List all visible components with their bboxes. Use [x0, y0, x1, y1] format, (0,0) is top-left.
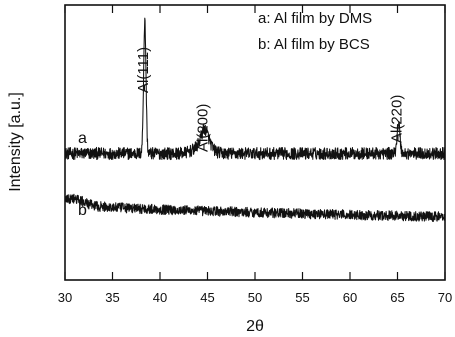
- legend-entry-a: a: Al film by DMS: [258, 10, 372, 27]
- series-label-a: a: [78, 130, 87, 147]
- y-axis-title: Intensity [a.u.]: [7, 92, 24, 192]
- peak-labels: Al(111) Al(200) Al(220): [135, 47, 406, 152]
- series-label-b: b: [78, 202, 87, 219]
- curve-labels: a b: [78, 130, 87, 219]
- x-tick-label: 40: [153, 290, 167, 305]
- legend: a: Al film by DMS b: Al film by BCS: [258, 10, 372, 53]
- x-tick-label: 60: [343, 290, 357, 305]
- x-tick-label: 45: [200, 290, 214, 305]
- x-tick-label: 50: [248, 290, 262, 305]
- x-tick-label: 65: [390, 290, 404, 305]
- x-tick-label: 35: [105, 290, 119, 305]
- x-axis-tick-labels: 30 35 40 45 50 55 60 65 70: [58, 290, 452, 305]
- peak-label: Al(220): [388, 95, 405, 143]
- x-tick-label: 30: [58, 290, 72, 305]
- peak-label: Al(111): [135, 47, 152, 93]
- series-a-line: [64, 17, 446, 161]
- x-tick-label: 70: [438, 290, 452, 305]
- x-tick-label: 55: [295, 290, 309, 305]
- series-b-line: [64, 193, 446, 222]
- series-group: [64, 17, 446, 222]
- legend-entry-b: b: Al film by BCS: [258, 36, 370, 53]
- x-axis-title: 2θ: [246, 318, 264, 335]
- peak-label: Al(200): [195, 104, 212, 152]
- x-axis-ticks: [64, 5, 446, 280]
